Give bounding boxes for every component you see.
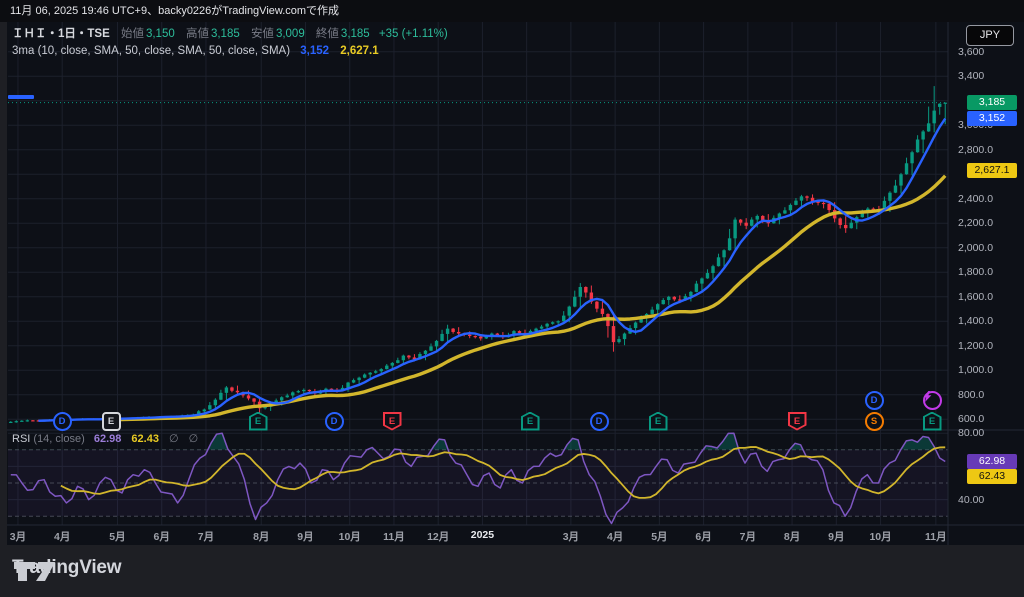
tradingview-logo[interactable]: TradingView [12, 557, 122, 581]
tradingview-logo-icon [14, 562, 55, 581]
chart-background [7, 22, 1024, 545]
high-value: 3,185 [210, 28, 240, 40]
sma-fast-line [38, 117, 947, 423]
earnings-miss-marker-icon[interactable]: E [382, 411, 402, 431]
ma-slow-badge: 2,627.1 [967, 162, 1017, 178]
last-price-badge: 3,185 [967, 95, 1017, 111]
earnings-beat-marker-icon[interactable]: E [520, 411, 540, 431]
currency-toggle-button[interactable]: JPY [966, 25, 1014, 46]
rsi-ma-line [60, 446, 946, 499]
symbol-title[interactable]: ＩＨＩ・1日・TSE [12, 28, 110, 40]
grid-lines [8, 22, 948, 525]
close-label: 終値 [315, 28, 339, 40]
split-marker-icon[interactable]: S [864, 411, 884, 431]
empty-set-icon: ∅ [169, 433, 179, 445]
snapshot-attribution: 11月 06, 2025 19:46 UTC+9、backy0226がTradi… [0, 0, 1024, 22]
event-marker-icon[interactable] [922, 390, 942, 410]
close-value: 3,185 [340, 28, 370, 40]
footer: TradingView [0, 545, 1024, 597]
ma-fast-value: 3,152 [300, 45, 330, 57]
earnings-miss-marker-icon[interactable]: E [787, 411, 807, 431]
rsi-params: (14, close) [33, 433, 85, 445]
high-label: 高値 [185, 28, 209, 40]
earnings-beat-marker-icon[interactable]: E [648, 411, 668, 431]
symbol-legend: ＩＨＩ・1日・TSE 始値 3,150 高値 3,185 安値 3,009 終値 3,1… [12, 26, 448, 60]
dividend-marker-icon[interactable]: D [864, 390, 884, 410]
rsi-legend[interactable]: RSI (14, close) 62.98 62.43 ∅ ∅ [12, 432, 198, 445]
change-value: +35 (+1.11%) [378, 28, 448, 40]
dividend-marker-icon[interactable]: D [324, 411, 344, 431]
rsi-ma-badge: 62.43 [967, 469, 1017, 485]
rsi-title: RSI [12, 433, 31, 445]
ma-indicator-title[interactable]: 3ma (10, close, SMA, 50, close, SMA, 50,… [12, 45, 291, 57]
rsi-value-badge: 62.98 [967, 453, 1017, 469]
empty-set-icon: ∅ [188, 433, 199, 445]
dividend-marker-icon[interactable]: D [589, 411, 609, 431]
earnings-beat-marker-icon[interactable]: E [922, 411, 942, 431]
low-value: 3,009 [275, 28, 305, 40]
low-label: 安値 [250, 28, 274, 40]
dividend-marker-icon[interactable]: D [52, 411, 72, 431]
rsi-overbought-fill [207, 433, 936, 450]
ma-fast-badge: 3,152 [967, 110, 1017, 126]
rsi-line [10, 432, 946, 525]
ma-slow-value: 2,627.1 [340, 45, 379, 57]
rsi-ma-value: 62.43 [131, 433, 159, 445]
rsi-value: 62.98 [93, 433, 122, 445]
horizontal-line-drawing[interactable] [8, 95, 34, 99]
open-value: 3,150 [145, 28, 175, 40]
sma-slow-line [115, 174, 947, 422]
earnings-beat-marker-icon[interactable]: E [248, 411, 268, 431]
open-label: 始値 [120, 28, 144, 40]
earnings-marker-icon[interactable]: E [101, 411, 121, 431]
